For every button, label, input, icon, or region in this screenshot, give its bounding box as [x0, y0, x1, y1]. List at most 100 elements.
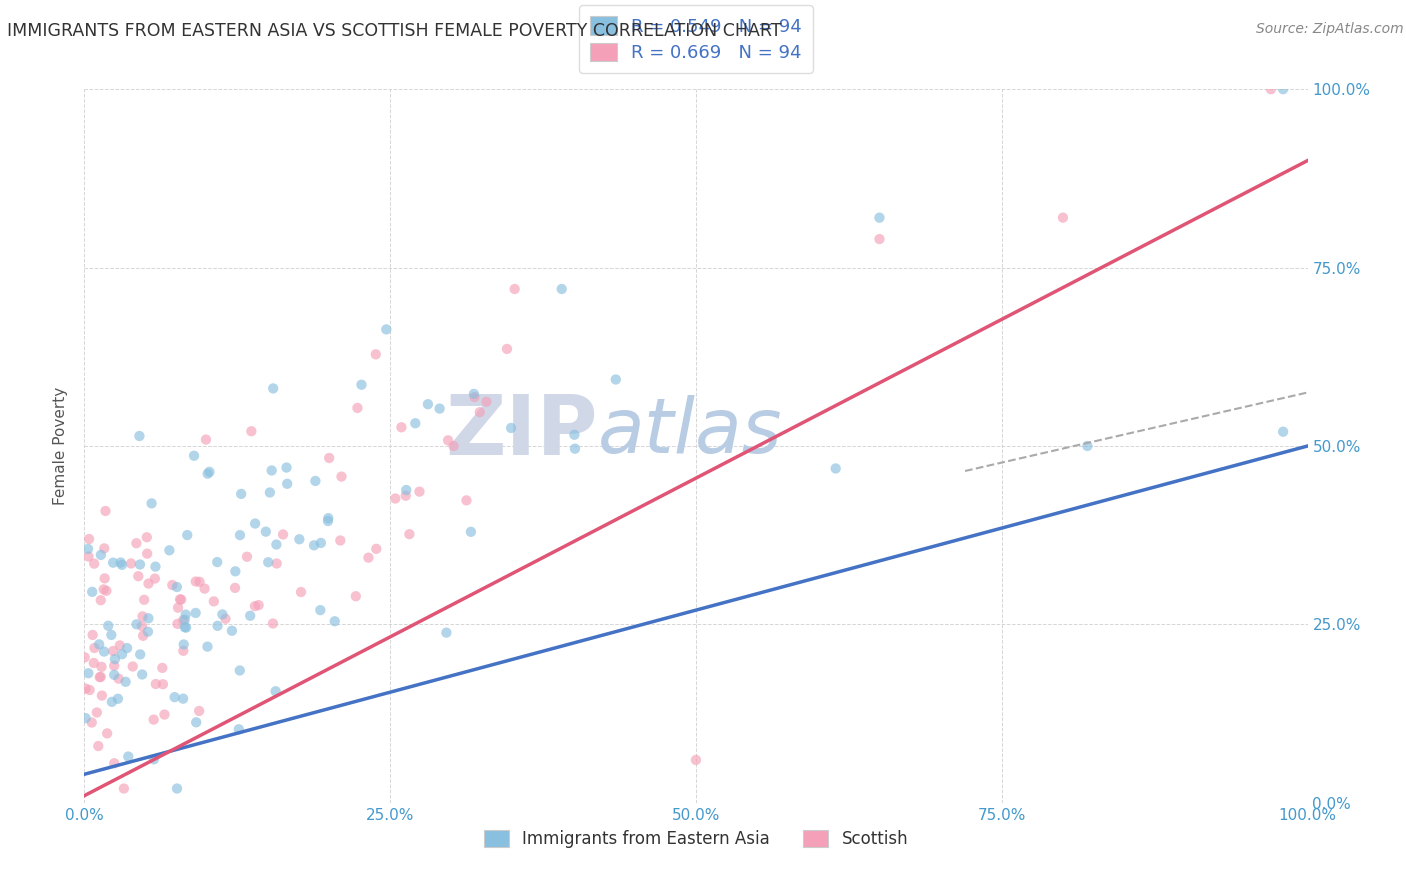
Point	[101, 644, 124, 658]
Point	[111, 558, 134, 572]
Text: Source: ZipAtlas.com: Source: ZipAtlas.com	[1256, 22, 1403, 37]
Point	[163, 690, 186, 705]
Point	[262, 381, 284, 395]
Point	[501, 421, 523, 435]
Point	[404, 417, 426, 431]
Point	[79, 683, 101, 698]
Point	[97, 619, 120, 633]
Point	[129, 558, 152, 572]
Point	[316, 514, 339, 528]
Point	[107, 691, 129, 706]
Point	[131, 667, 153, 681]
Point	[94, 504, 117, 518]
Point	[107, 672, 129, 686]
Point	[266, 557, 288, 571]
Point	[87, 739, 110, 753]
Point	[75, 711, 97, 725]
Point	[468, 405, 491, 419]
Point	[83, 557, 105, 571]
Point	[463, 390, 485, 404]
Point	[145, 677, 167, 691]
Point	[100, 628, 122, 642]
Point	[276, 476, 298, 491]
Point	[167, 600, 190, 615]
Point	[184, 606, 207, 620]
Point	[172, 613, 194, 627]
Point	[824, 461, 846, 475]
Point	[229, 664, 252, 678]
Point	[330, 469, 353, 483]
Point	[93, 541, 115, 556]
Point	[1052, 211, 1074, 225]
Point	[434, 625, 457, 640]
Point	[170, 592, 193, 607]
Point	[141, 496, 163, 510]
Point	[211, 607, 233, 622]
Point	[266, 537, 288, 551]
Point	[193, 582, 215, 596]
Point	[869, 211, 891, 225]
Point	[416, 397, 439, 411]
Point	[395, 489, 418, 503]
Point	[90, 593, 112, 607]
Point	[108, 639, 131, 653]
Point	[375, 322, 398, 336]
Point	[456, 493, 478, 508]
Point	[243, 599, 266, 614]
Point	[75, 681, 97, 696]
Point	[197, 640, 219, 654]
Point	[239, 608, 262, 623]
Point	[129, 648, 152, 662]
Point	[276, 460, 298, 475]
Point	[83, 640, 105, 655]
Point	[86, 706, 108, 720]
Point	[194, 433, 217, 447]
Point	[229, 528, 252, 542]
Point	[125, 617, 148, 632]
Point	[96, 726, 118, 740]
Point	[475, 394, 498, 409]
Point	[103, 658, 125, 673]
Point	[80, 715, 103, 730]
Point	[93, 571, 115, 585]
Point	[344, 589, 367, 603]
Point	[408, 484, 430, 499]
Point	[228, 723, 250, 737]
Point	[121, 659, 143, 673]
Point	[110, 556, 132, 570]
Point	[77, 532, 100, 546]
Point	[346, 401, 368, 415]
Point	[166, 781, 188, 796]
Point	[290, 585, 312, 599]
Point	[131, 609, 153, 624]
Point	[172, 644, 194, 658]
Point	[224, 564, 246, 578]
Point	[1076, 439, 1098, 453]
Point	[262, 616, 284, 631]
Point	[564, 442, 586, 456]
Point	[103, 668, 125, 682]
Point	[138, 576, 160, 591]
Point	[101, 695, 124, 709]
Point	[1272, 82, 1295, 96]
Point	[318, 450, 340, 465]
Point	[96, 583, 118, 598]
Point	[186, 715, 208, 730]
Point	[221, 624, 243, 638]
Point	[259, 485, 281, 500]
Point	[243, 516, 266, 531]
Point	[90, 548, 112, 562]
Point	[77, 541, 100, 556]
Point	[89, 670, 111, 684]
Point	[188, 574, 211, 589]
Point	[174, 621, 197, 635]
Point	[323, 614, 346, 628]
Point	[152, 677, 174, 691]
Point	[142, 713, 165, 727]
Legend: Immigrants from Eastern Asia, Scottish: Immigrants from Eastern Asia, Scottish	[477, 823, 915, 855]
Point	[288, 533, 311, 547]
Point	[82, 628, 104, 642]
Point	[271, 527, 294, 541]
Point	[77, 549, 100, 564]
Text: ZIP: ZIP	[446, 392, 598, 472]
